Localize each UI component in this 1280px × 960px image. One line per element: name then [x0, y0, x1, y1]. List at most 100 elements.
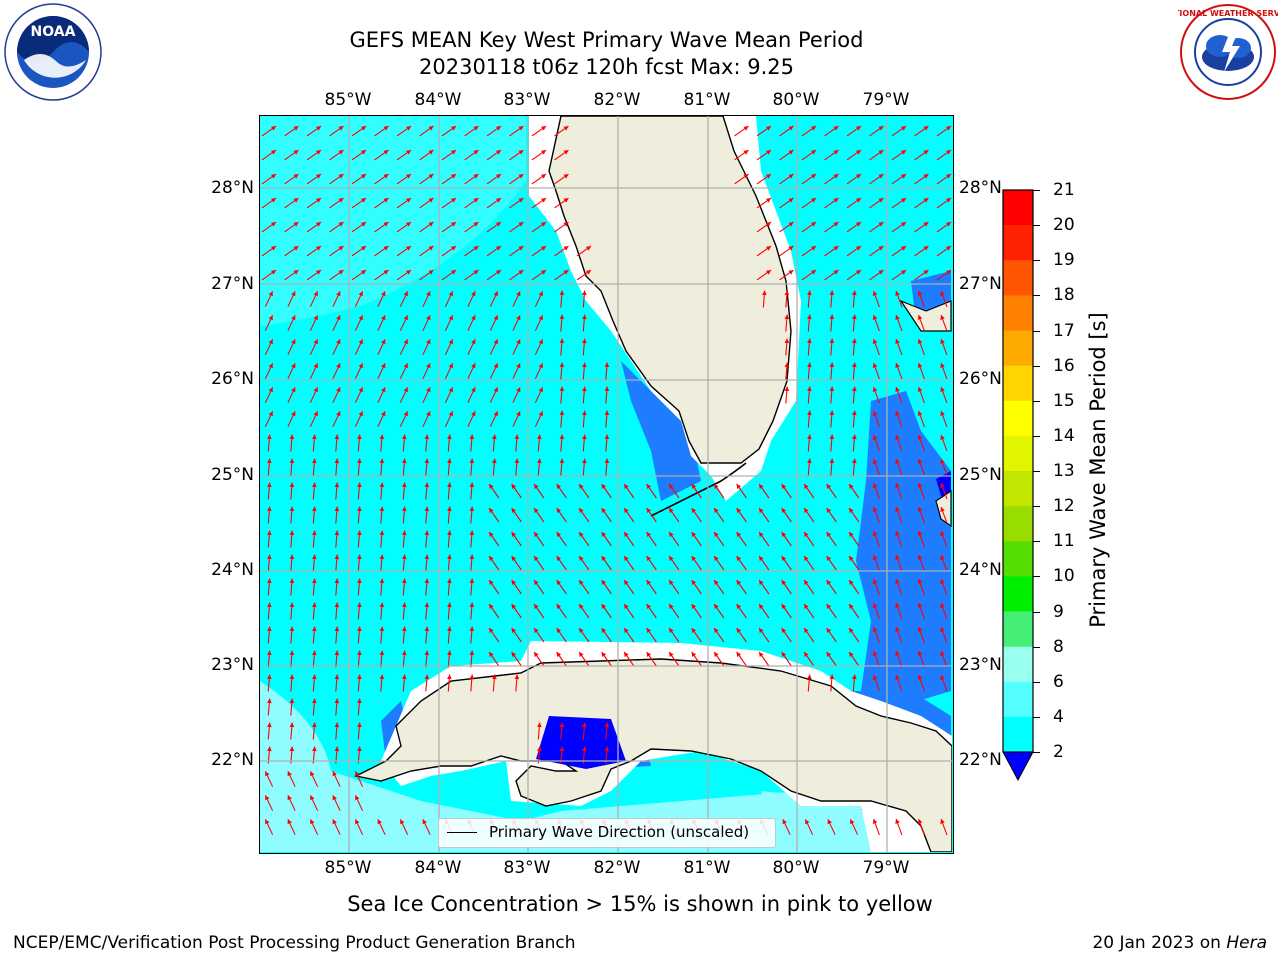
wave-arrow-head: [381, 339, 386, 345]
wave-arrow-head: [451, 246, 456, 251]
wave-arrow-head: [856, 246, 861, 251]
wave-arrow-head: [289, 458, 295, 464]
wave-arrow-head: [601, 580, 607, 585]
wave-arrow-head: [559, 314, 565, 320]
wave-arrow-head: [424, 506, 430, 512]
wave-arrow-head: [556, 484, 562, 489]
wave-arrow-head: [579, 532, 584, 537]
wave-arrow-head: [559, 290, 565, 296]
wave-arrow-head: [447, 578, 452, 584]
wave-arrow-head: [310, 771, 315, 777]
wave-arrow-head: [807, 314, 812, 320]
wave-arrow-head: [334, 530, 340, 536]
wave-arrow-head: [781, 604, 787, 609]
wave-arrow-head: [946, 150, 951, 155]
wave-arrow-head: [489, 484, 494, 489]
wave-arrow-head: [917, 339, 923, 344]
wave-arrow-head: [271, 222, 276, 227]
wave-arrow-head: [426, 315, 431, 321]
wave-arrow-head: [895, 387, 900, 392]
wave-arrow-head: [313, 363, 318, 369]
wave-arrow-head: [265, 771, 270, 777]
wave-arrow-head: [312, 530, 317, 536]
wave-arrow-head: [267, 482, 272, 488]
wave-arrow-head: [406, 126, 411, 131]
wave-arrow-head: [293, 126, 299, 131]
lon-label-top: 84°W: [414, 90, 462, 110]
lat-label-left: 24°N: [211, 560, 254, 580]
colorbar-band: [1003, 225, 1033, 261]
wave-arrow-head: [402, 554, 407, 560]
wave-arrow-head: [829, 674, 835, 680]
lat-label-left: 28°N: [211, 178, 254, 198]
wave-arrow-head: [492, 674, 497, 680]
wave-arrow-head: [489, 628, 494, 633]
wave-arrow-head: [714, 628, 719, 633]
wave-arrow-head: [917, 531, 923, 536]
wave-arrow-head: [511, 556, 517, 561]
colorbar-tick-label: 4: [1053, 706, 1064, 727]
colorbar-band: [1003, 365, 1033, 402]
wave-arrow-head: [447, 602, 452, 608]
sea-ice-caption: Sea Ice Concentration > 15% is shown in …: [347, 892, 933, 916]
wave-arrow-head: [289, 578, 295, 584]
wave-arrow-head: [313, 411, 318, 417]
wave-arrow-head: [447, 458, 452, 464]
wave-arrow-head: [923, 222, 929, 227]
wave-arrow-head: [604, 746, 610, 752]
colorbar-band: [1003, 611, 1033, 648]
wave-arrow-head: [582, 290, 587, 296]
wave-arrow-head: [805, 819, 810, 825]
wave-arrow-head: [601, 628, 607, 633]
wave-arrow-head: [901, 126, 906, 131]
wave-arrow-head: [473, 150, 479, 155]
wave-arrow-head: [291, 411, 296, 417]
wave-arrow-head: [293, 246, 299, 251]
wave-arrow-head: [784, 290, 790, 296]
wave-arrow-head: [759, 580, 764, 585]
lat-label-right: 28°N: [959, 178, 1002, 198]
wave-arrow-head: [312, 578, 317, 584]
wave-arrow-head: [807, 434, 812, 440]
wave-arrow-head: [493, 291, 498, 297]
wave-arrow-head: [383, 222, 389, 227]
wave-arrow-head: [267, 506, 272, 512]
wave-arrow-head: [516, 363, 521, 369]
wave-arrow-head: [403, 363, 408, 369]
wave-arrow-head: [355, 771, 360, 777]
wave-arrow-head: [917, 627, 923, 632]
legend-line-sample: [447, 832, 477, 833]
wave-arrow-head: [511, 652, 517, 657]
wave-arrow-head: [601, 484, 607, 489]
wave-arrow-head: [872, 291, 878, 296]
wave-arrow-head: [287, 819, 292, 825]
wave-arrow-head: [381, 363, 386, 369]
wave-arrow-head: [940, 363, 945, 368]
wave-arrow-head: [872, 483, 878, 488]
wave-arrow-head: [940, 555, 945, 560]
wave-arrow-head: [534, 532, 539, 537]
wave-arrow-head: [736, 556, 742, 561]
wave-arrow-head: [895, 291, 900, 296]
wave-arrow-head: [516, 291, 521, 297]
wave-arrow-head: [759, 652, 764, 657]
wave-arrow-head: [541, 270, 546, 275]
wave-arrow-head: [895, 339, 900, 344]
wave-arrow-head: [563, 222, 569, 227]
wave-arrow-head: [291, 339, 296, 345]
wave-arrow-head: [293, 174, 299, 179]
wave-arrow-head: [496, 174, 501, 179]
wave-arrow-head: [788, 222, 794, 227]
wave-arrow-head: [559, 338, 565, 344]
wave-direction-arrows: [261, 125, 952, 836]
wave-arrow-head: [563, 198, 569, 203]
wave-arrow-head: [759, 532, 764, 537]
wave-arrow-head: [316, 150, 321, 155]
colorbar-band: [1003, 435, 1033, 472]
wave-arrow-head: [736, 580, 742, 585]
wave-arrow-head: [563, 126, 569, 131]
wave-arrow-head: [357, 506, 362, 512]
wave-arrow-head: [826, 532, 832, 537]
wave-arrow-head: [383, 246, 389, 251]
wave-arrow-head: [901, 150, 906, 155]
